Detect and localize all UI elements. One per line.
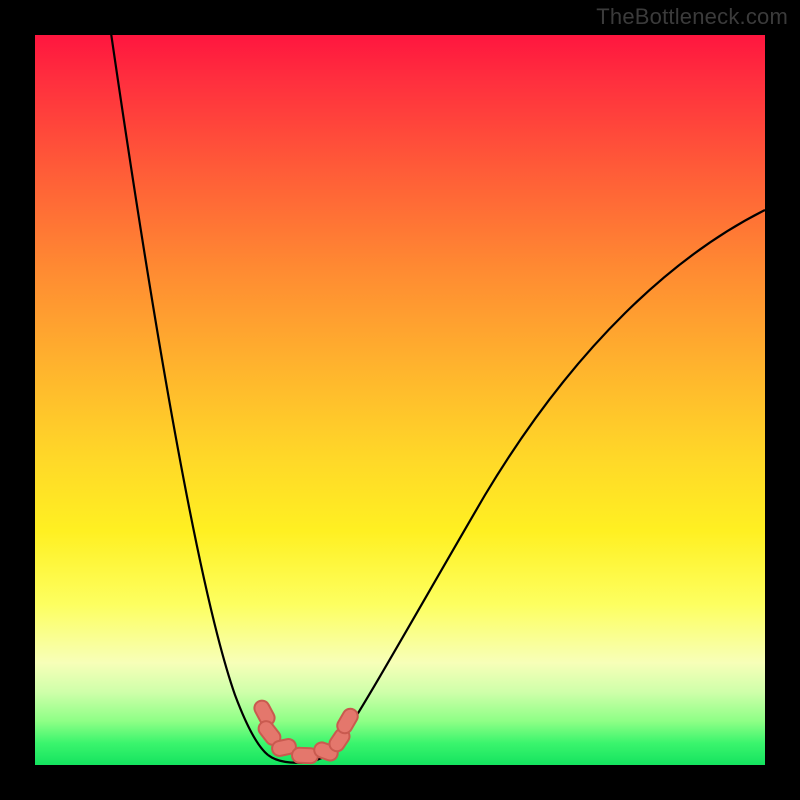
bottleneck-curve	[35, 35, 765, 765]
chart-container: TheBottleneck.com	[0, 0, 800, 800]
curve-left-branch	[111, 35, 268, 755]
plot-area	[35, 35, 765, 765]
curve-right-branch	[339, 210, 765, 743]
watermark-text: TheBottleneck.com	[596, 4, 788, 30]
